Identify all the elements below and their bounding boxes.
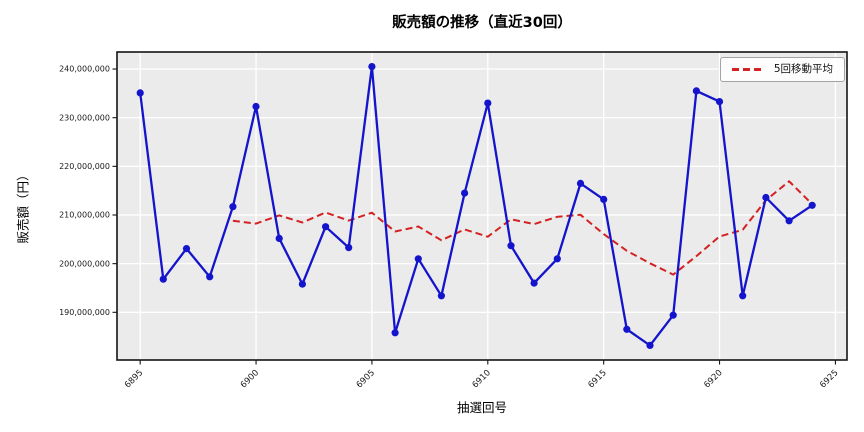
x-tick-label: 6895 [123, 368, 145, 390]
moving-average-legend-line-icon [731, 67, 765, 71]
data-point-marker [252, 102, 260, 111]
data-point-marker [669, 311, 677, 319]
x-tick-label: 6910 [471, 368, 493, 390]
y-tick-label: 200,000,000 [59, 259, 110, 268]
y-tick-label: 230,000,000 [59, 113, 110, 122]
data-point-marker [600, 195, 608, 203]
data-point-marker [182, 245, 191, 253]
data-point-marker [530, 279, 538, 287]
y-tick-label: 220,000,000 [59, 162, 110, 171]
x-tick-label: 6925 [818, 368, 840, 390]
x-axis-label: 抽選回号 [456, 400, 507, 415]
data-point-marker [437, 292, 445, 300]
data-point-marker [692, 87, 701, 95]
x-tick-label: 6905 [355, 368, 377, 390]
sales-line [139, 65, 813, 347]
moving-average-line [232, 180, 813, 276]
data-point-marker [206, 273, 214, 281]
x-tick-label: 6900 [239, 368, 261, 390]
data-point-marker [623, 325, 631, 333]
data-point-marker [345, 244, 353, 252]
legend-label: 5回移動平均 [773, 63, 833, 75]
data-point-marker [484, 99, 492, 107]
data-point-marker [739, 292, 747, 300]
chart-title: 販売額の推移（直近30回） [392, 15, 572, 31]
data-point-marker [461, 189, 469, 197]
y-tick-label: 190,000,000 [59, 308, 110, 317]
data-point-marker [322, 223, 330, 231]
plot-border [116, 51, 848, 361]
data-point-marker [159, 275, 167, 283]
y-tick-label: 240,000,000 [59, 65, 110, 74]
data-point-marker [136, 89, 144, 97]
data-point-marker [275, 234, 283, 242]
data-point-marker [808, 201, 816, 209]
data-point-marker [553, 255, 561, 263]
data-point-marker [762, 193, 770, 202]
x-tick-label: 6915 [586, 368, 608, 390]
data-point-marker [646, 341, 654, 349]
x-tick-label: 6920 [702, 368, 724, 390]
data-point-marker [715, 98, 724, 106]
legend: 5回移動平均 [719, 57, 845, 82]
data-point-marker [298, 280, 306, 288]
y-tick-label: 210,000,000 [59, 211, 110, 220]
y-axis-label: 販売額（円） [15, 168, 31, 244]
data-point-marker [229, 203, 237, 211]
data-point-marker [391, 329, 399, 337]
data-point-marker [368, 63, 376, 71]
data-point-marker [576, 179, 585, 187]
data-point-marker [507, 242, 515, 250]
data-point-marker [414, 255, 422, 263]
plot-background [117, 52, 847, 360]
data-point-marker [785, 217, 793, 225]
